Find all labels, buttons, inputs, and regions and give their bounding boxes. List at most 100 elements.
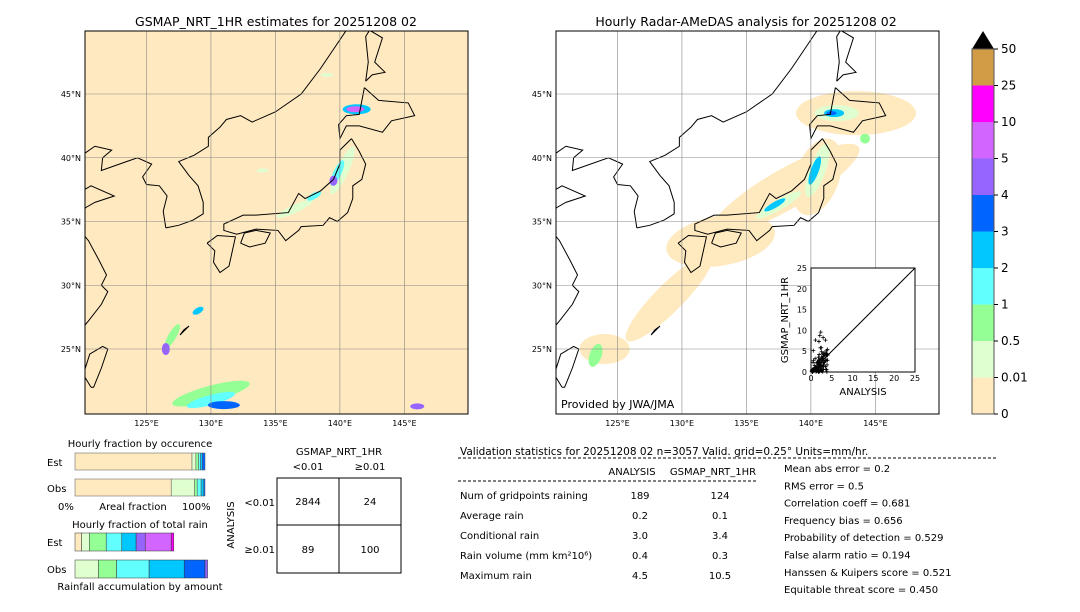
scatter-point bbox=[810, 368, 815, 373]
map-layer bbox=[556, 31, 939, 414]
rain-segment bbox=[89, 532, 107, 552]
left-map-title: GSMAP_NRT_1HR estimates for 20251208 02 bbox=[135, 14, 417, 29]
x-tick-label: 130°E bbox=[670, 419, 694, 428]
scatter-point bbox=[825, 362, 830, 367]
scatter-x-tick: 5 bbox=[829, 374, 834, 383]
rain-area bbox=[320, 72, 333, 77]
y-tick-label: 35°N bbox=[61, 218, 81, 227]
row-axis-label: ANALYSIS bbox=[226, 501, 237, 548]
rain-area bbox=[625, 254, 713, 342]
rain-area bbox=[764, 198, 786, 212]
coastline bbox=[240, 229, 272, 248]
coastline bbox=[85, 345, 109, 388]
colorbar-segment bbox=[972, 377, 994, 414]
occurrence-segment bbox=[74, 478, 172, 497]
colorbar: 0 0.01 0.5 1 2 3 4 5 10 25 50 bbox=[971, 31, 1028, 421]
score: Hanssen & Kuipers score = 0.521 bbox=[784, 568, 951, 579]
coastline bbox=[711, 229, 743, 248]
scatter-point bbox=[816, 369, 821, 374]
score: Probability of detection = 0.529 bbox=[784, 533, 943, 544]
table-cell: 2844 bbox=[295, 497, 320, 508]
colorbar-segment bbox=[972, 268, 994, 305]
map-background bbox=[85, 31, 468, 414]
scatter-point bbox=[818, 345, 823, 350]
coastline bbox=[650, 325, 661, 336]
scatter-point bbox=[820, 369, 825, 374]
scatter-x-tick: 20 bbox=[889, 374, 899, 383]
scatter-point bbox=[817, 352, 822, 357]
rain-segment bbox=[74, 559, 99, 579]
stat-label: Conditional rain bbox=[460, 531, 539, 542]
occurrence-segment bbox=[195, 452, 199, 471]
rain-area bbox=[256, 168, 269, 173]
map-frame bbox=[555, 30, 940, 415]
colorbar-tick-label: 4 bbox=[1001, 188, 1009, 202]
scatter-point bbox=[821, 335, 826, 340]
scatter-point bbox=[818, 367, 823, 372]
colorbar-segment bbox=[972, 304, 994, 341]
colorbar-extend-arrow bbox=[972, 31, 994, 49]
colorbar-segment bbox=[972, 122, 994, 159]
colorbar-tick-label: 2 bbox=[1001, 261, 1009, 275]
occurrence-segment bbox=[203, 478, 206, 497]
map-layer bbox=[85, 31, 468, 414]
stat-label: Num of gridpoints raining bbox=[460, 491, 588, 502]
score: Equitable threat score = 0.450 bbox=[784, 585, 938, 596]
coastline bbox=[556, 345, 580, 388]
rain-area bbox=[666, 214, 775, 268]
scatter-point bbox=[814, 369, 819, 374]
rain-segment bbox=[204, 559, 208, 579]
rain-area bbox=[860, 133, 871, 144]
validation-stats: Validation statistics for 20251208 02 n=… bbox=[458, 446, 997, 596]
scatter-point bbox=[824, 357, 829, 362]
scatter-x-tick: 0 bbox=[808, 374, 813, 383]
x-tick-label: 135°E bbox=[263, 419, 287, 428]
colorbar-tick-label: 5 bbox=[1001, 152, 1009, 166]
scatter-x-tick: 10 bbox=[848, 374, 858, 383]
col-header: ≥0.01 bbox=[355, 462, 386, 473]
coastline bbox=[165, 31, 347, 229]
rain-area bbox=[588, 343, 603, 367]
rain-segment bbox=[170, 532, 175, 552]
x-tick-label: 125°E bbox=[134, 419, 158, 428]
colorbar-tick-label: 0 bbox=[1001, 407, 1009, 421]
x-axis-label: Areal fraction bbox=[99, 502, 166, 513]
y-tick-label: 30°N bbox=[532, 281, 552, 290]
map-frame bbox=[84, 30, 469, 415]
rain-area bbox=[808, 156, 822, 185]
rain-area bbox=[307, 191, 322, 201]
gsmap-map: 125°E 130°E 135°E 140°E 145°E 25°N 30°N 35°N 40°… bbox=[61, 30, 469, 428]
scatter-point bbox=[811, 360, 816, 365]
y-tick-label: 45°N bbox=[532, 90, 552, 99]
row-header: ≥0.01 bbox=[244, 545, 275, 556]
total-rain-title: Hourly fraction of total rain bbox=[72, 520, 208, 531]
rain-area bbox=[192, 306, 204, 315]
stat-gsmap: 10.5 bbox=[709, 571, 731, 582]
colorbar-segment bbox=[972, 49, 994, 86]
score: Frequency bias = 0.656 bbox=[784, 516, 903, 527]
col-header: <0.01 bbox=[293, 462, 324, 473]
fraction-charts: Hourly fraction by occurence Est Obs 0% 100%… bbox=[47, 439, 223, 593]
scatter-point bbox=[815, 367, 820, 372]
scatter-y-tick: 15 bbox=[797, 306, 807, 315]
scatter-point bbox=[824, 351, 829, 356]
scatter-point bbox=[819, 349, 824, 354]
score: Mean abs error = 0.2 bbox=[784, 464, 890, 475]
coastline bbox=[556, 145, 639, 326]
stat-gsmap: 3.4 bbox=[712, 531, 728, 542]
rain-area bbox=[276, 199, 313, 218]
right-map-title: Hourly Radar-AMeDAS analysis for 2025120… bbox=[595, 14, 896, 29]
rain-area bbox=[410, 403, 425, 410]
rain-segment bbox=[81, 532, 90, 552]
occurrence-segment bbox=[194, 478, 198, 497]
table-cell: 89 bbox=[302, 545, 315, 556]
scatter-point bbox=[816, 339, 821, 344]
table-cell: 24 bbox=[364, 497, 377, 508]
rain-segment bbox=[116, 559, 150, 579]
rain-area bbox=[207, 401, 240, 410]
coastline bbox=[636, 31, 818, 229]
coastline bbox=[206, 235, 237, 274]
occurrence-segment bbox=[202, 452, 206, 471]
y-tick-label: 40°N bbox=[61, 154, 81, 163]
